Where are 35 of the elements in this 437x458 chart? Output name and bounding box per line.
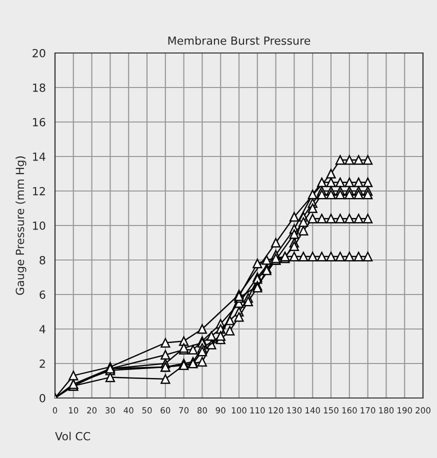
x-tick-label: 90 — [216, 407, 226, 414]
x-tick-label: 30 — [106, 407, 115, 414]
y-tick-label: 8 — [40, 256, 46, 264]
x-tick-label: 200 — [416, 407, 430, 414]
x-tick-label: 10 — [69, 407, 78, 414]
x-tick-label: 180 — [379, 407, 394, 414]
y-axis-title: Gauge Pressure (mm Hg) — [16, 156, 26, 295]
y-tick-label: 18 — [33, 83, 46, 92]
y-tick-label: 16 — [33, 118, 46, 126]
x-tick-label: 160 — [342, 407, 357, 414]
x-tick-label: 70 — [179, 407, 189, 414]
chart-title: Membrane Burst Pressure — [168, 36, 310, 45]
y-tick-label: 20 — [32, 48, 46, 58]
x-tick-label: 100 — [232, 407, 246, 414]
x-tick-label: 80 — [197, 407, 207, 414]
y-tick-label: 6 — [40, 290, 46, 299]
y-tick-label: 14 — [33, 152, 46, 161]
x-tick-label: 130 — [287, 407, 302, 414]
y-tick-label: 12 — [33, 186, 45, 196]
x-tick-label: 60 — [160, 407, 170, 414]
x-tick-label: 140 — [306, 407, 320, 414]
x-tick-label: 110 — [250, 407, 265, 414]
x-tick-label: 120 — [268, 407, 284, 414]
y-tick-label: 10 — [33, 221, 46, 230]
x-axis-title: Vol CC — [55, 432, 90, 440]
x-tick-label: 190 — [398, 407, 412, 414]
y-tick-label: 0 — [40, 394, 46, 402]
y-tick-label: 2 — [40, 359, 45, 368]
y-tick-label: 4 — [39, 325, 46, 334]
x-tick-label: 40 — [124, 407, 134, 414]
x-tick-label: 150 — [324, 407, 338, 414]
x-tick-label: 50 — [142, 407, 152, 414]
x-tick-label: 20 — [87, 407, 97, 414]
x-tick-label: 170 — [360, 407, 376, 414]
x-tick-label: 0 — [52, 407, 58, 414]
